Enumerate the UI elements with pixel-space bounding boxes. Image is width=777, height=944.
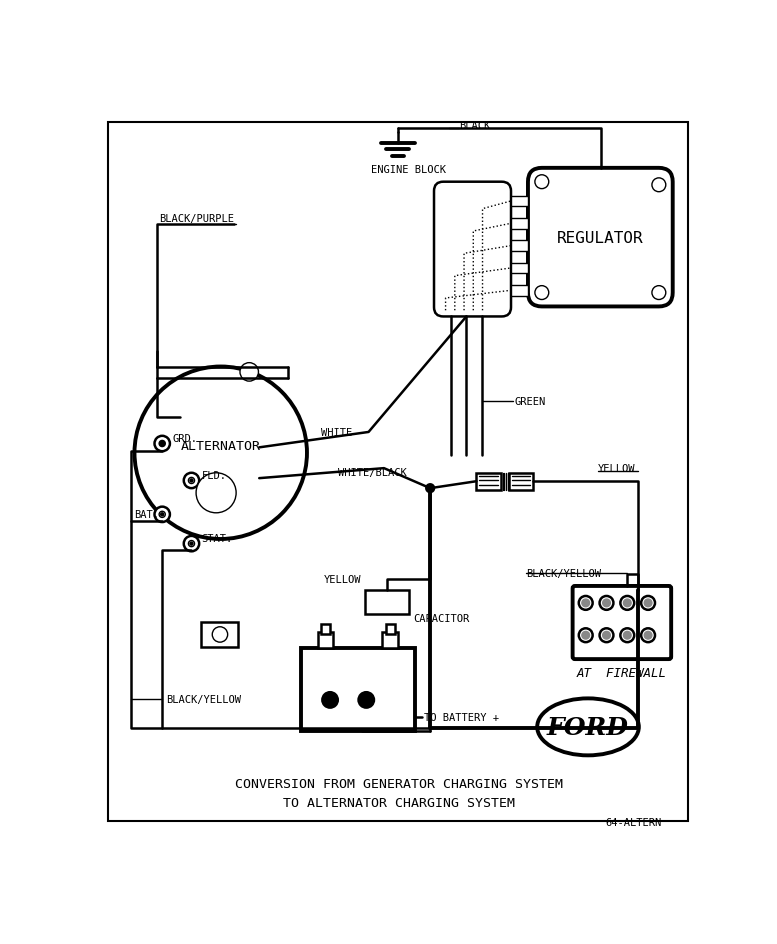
Bar (511, 241, 528, 252)
Text: WHITE: WHITE (321, 428, 352, 437)
Text: REGULATOR: REGULATOR (557, 230, 643, 245)
Circle shape (579, 597, 593, 610)
Bar (364, 590, 409, 615)
Text: ENGINE BLOCK: ENGINE BLOCK (371, 164, 446, 175)
Text: TO BATTERY +: TO BATTERY + (424, 712, 499, 722)
Bar (511, 286, 528, 296)
Bar (318, 632, 333, 648)
Bar (511, 219, 528, 229)
Circle shape (582, 599, 590, 607)
Circle shape (188, 541, 194, 548)
Circle shape (644, 632, 652, 639)
Circle shape (358, 693, 374, 708)
Circle shape (196, 473, 236, 514)
Circle shape (240, 363, 259, 381)
Text: GRD.: GRD. (172, 433, 197, 444)
Text: BLACK: BLACK (459, 121, 491, 130)
Text: WHITE/BLACK: WHITE/BLACK (338, 467, 406, 478)
Circle shape (641, 597, 655, 610)
Circle shape (623, 632, 631, 639)
Text: BLACK/YELLOW: BLACK/YELLOW (166, 695, 241, 704)
Text: YELLOW: YELLOW (323, 574, 361, 584)
Bar (511, 196, 528, 207)
FancyBboxPatch shape (434, 182, 511, 317)
Bar (201, 622, 239, 647)
Bar (385, 625, 395, 634)
Circle shape (603, 599, 611, 607)
Circle shape (620, 597, 634, 610)
Text: BLACK/PURPLE: BLACK/PURPLE (159, 213, 234, 224)
Circle shape (190, 543, 193, 546)
Bar (476, 473, 501, 490)
Circle shape (427, 485, 434, 493)
Bar (301, 648, 415, 731)
Circle shape (652, 286, 666, 300)
Bar (382, 632, 398, 648)
Text: TO ALTERNATOR CHARGING SYSTEM: TO ALTERNATOR CHARGING SYSTEM (284, 796, 515, 809)
FancyBboxPatch shape (528, 169, 673, 307)
Circle shape (155, 436, 170, 452)
Text: FORD: FORD (547, 716, 629, 739)
Circle shape (190, 480, 193, 482)
Circle shape (582, 632, 590, 639)
Text: ALTERNATOR: ALTERNATOR (181, 439, 261, 452)
Text: STAT.: STAT. (201, 533, 233, 544)
Text: FLD.: FLD. (201, 470, 226, 480)
Bar (321, 625, 330, 634)
Circle shape (535, 286, 549, 300)
Circle shape (184, 473, 199, 489)
Circle shape (535, 176, 549, 190)
Text: CAPACITOR: CAPACITOR (413, 614, 469, 624)
Circle shape (644, 599, 652, 607)
Text: CONVERSION FROM GENERATOR CHARGING SYSTEM: CONVERSION FROM GENERATOR CHARGING SYSTE… (235, 778, 563, 790)
Text: 64-ALTERN: 64-ALTERN (605, 818, 661, 828)
Text: AT  FIREWALL: AT FIREWALL (577, 666, 667, 680)
FancyBboxPatch shape (573, 586, 671, 660)
Circle shape (134, 367, 307, 539)
Circle shape (603, 632, 611, 639)
Circle shape (184, 536, 199, 551)
Text: BAT.: BAT. (134, 510, 159, 520)
Text: YELLOW: YELLOW (598, 464, 636, 474)
Circle shape (623, 599, 631, 607)
Circle shape (652, 178, 666, 193)
Circle shape (600, 597, 613, 610)
Circle shape (159, 441, 166, 447)
Circle shape (159, 512, 166, 518)
Circle shape (322, 693, 338, 708)
Bar (511, 263, 528, 274)
Circle shape (600, 629, 613, 643)
Circle shape (212, 627, 228, 643)
Circle shape (620, 629, 634, 643)
Ellipse shape (537, 699, 639, 755)
Circle shape (188, 478, 194, 484)
Text: BLACK/YELLOW: BLACK/YELLOW (527, 568, 601, 579)
Text: GREEN: GREEN (515, 396, 546, 407)
Circle shape (579, 629, 593, 643)
Bar (509, 473, 533, 490)
Circle shape (641, 629, 655, 643)
Circle shape (161, 514, 164, 516)
Circle shape (155, 507, 170, 522)
